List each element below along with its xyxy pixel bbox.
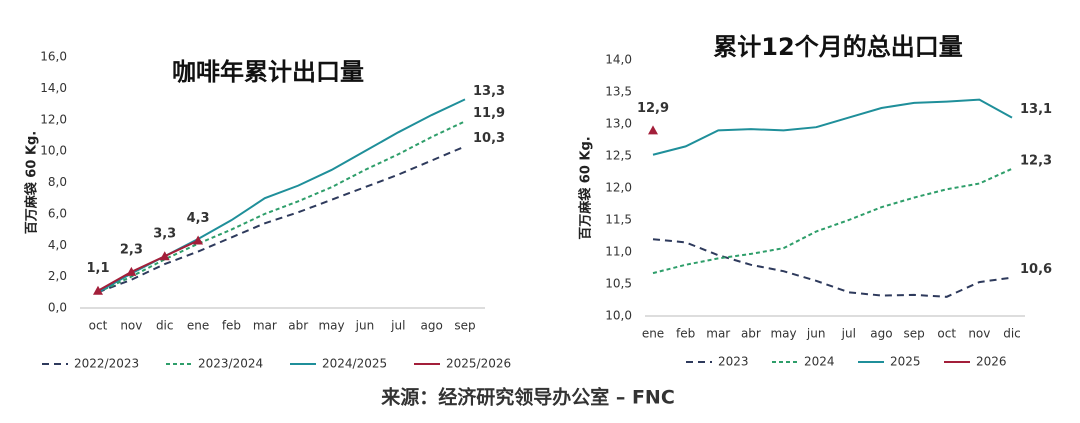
x-tick-label: feb (676, 327, 695, 341)
x-tick-label: jul (841, 327, 856, 341)
legend-label: 2025 (890, 355, 921, 369)
y-tick-label: 14,0 (40, 81, 67, 95)
value-label: 3,3 (153, 227, 176, 242)
y-tick-label: 12,5 (605, 149, 632, 163)
x-tick-label: nov (120, 319, 142, 333)
y-tick-label: 10,5 (605, 277, 632, 291)
series-line (97, 98, 466, 294)
x-tick-label: nov (968, 327, 990, 341)
x-tick-label: abr (288, 319, 308, 333)
y-axis-label: 百万麻袋 60 Kg. (24, 131, 40, 234)
x-tick-label: dic (156, 319, 174, 333)
x-tick-label: jun (806, 327, 826, 341)
x-tick-label: feb (222, 319, 241, 333)
value-label: 11,9 (473, 106, 505, 121)
x-tick-label: mar (706, 327, 730, 341)
value-label: 13,1 (1020, 102, 1052, 117)
chart-title: 咖啡年累计出口量 (172, 58, 364, 86)
y-tick-label: 2,0 (48, 269, 67, 283)
legend-label: 2024 (804, 355, 835, 369)
x-tick-label: oct (937, 327, 956, 341)
legend-label: 2026 (976, 355, 1007, 369)
marker (193, 235, 204, 245)
value-label: 12,3 (1020, 153, 1052, 168)
series-line (97, 145, 466, 294)
x-tick-label: dic (1003, 327, 1021, 341)
x-tick-label: may (318, 319, 344, 333)
series-line (97, 120, 466, 294)
value-label: 10,6 (1020, 262, 1052, 277)
value-label: 12,9 (637, 101, 669, 116)
x-tick-label: may (770, 327, 796, 341)
x-tick-label: ago (420, 319, 442, 333)
y-tick-label: 16,0 (40, 50, 67, 64)
series-line (652, 98, 1013, 156)
marker (648, 125, 658, 135)
x-tick-label: ago (870, 327, 892, 341)
legend-label: 2023/2024 (198, 357, 263, 371)
series-line (652, 167, 1013, 275)
y-tick-label: 12,0 (605, 181, 632, 195)
series-line (97, 239, 199, 292)
y-tick-label: 13,0 (605, 117, 632, 131)
marker (159, 251, 170, 261)
x-tick-label: sep (454, 319, 475, 333)
y-axis-label: 百万麻袋 60 Kg. (578, 136, 594, 239)
marker (93, 285, 103, 295)
y-tick-label: 8,0 (48, 175, 67, 189)
marker (126, 266, 137, 276)
y-tick-label: 12,0 (40, 112, 67, 126)
y-tick-label: 10,0 (40, 144, 67, 158)
y-tick-label: 11,0 (605, 245, 632, 259)
y-tick-label: 11,5 (605, 213, 632, 227)
y-tick-label: 0,0 (48, 301, 67, 315)
x-tick-label: abr (741, 327, 761, 341)
x-tick-label: sep (903, 327, 924, 341)
y-tick-label: 14,0 (605, 53, 632, 67)
value-label: 13,3 (473, 84, 505, 99)
x-tick-label: ene (187, 319, 209, 333)
y-tick-label: 4,0 (48, 238, 67, 252)
source: 来源：经济研究领导办公室 – FNC (381, 386, 675, 409)
legend-label: 2022/2023 (74, 357, 139, 371)
y-tick-label: 10,0 (605, 309, 632, 323)
value-label: 1,1 (86, 261, 109, 276)
x-tick-label: mar (253, 319, 277, 333)
legend-label: 2023 (718, 355, 749, 369)
chart-title: 累计12个月的总出口量 (713, 33, 962, 61)
series-line (652, 238, 1013, 298)
x-tick-label: jun (355, 319, 375, 333)
x-tick-label: ene (642, 327, 664, 341)
value-label: 2,3 (120, 242, 143, 257)
value-label: 4,3 (187, 211, 210, 226)
y-tick-label: 13,5 (605, 85, 632, 99)
y-tick-label: 6,0 (48, 206, 67, 220)
legend-label: 2024/2025 (322, 357, 387, 371)
x-tick-label: jul (390, 319, 405, 333)
legend-label: 2025/2026 (446, 357, 511, 371)
x-tick-label: oct (89, 319, 108, 333)
value-label: 10,3 (473, 131, 505, 146)
